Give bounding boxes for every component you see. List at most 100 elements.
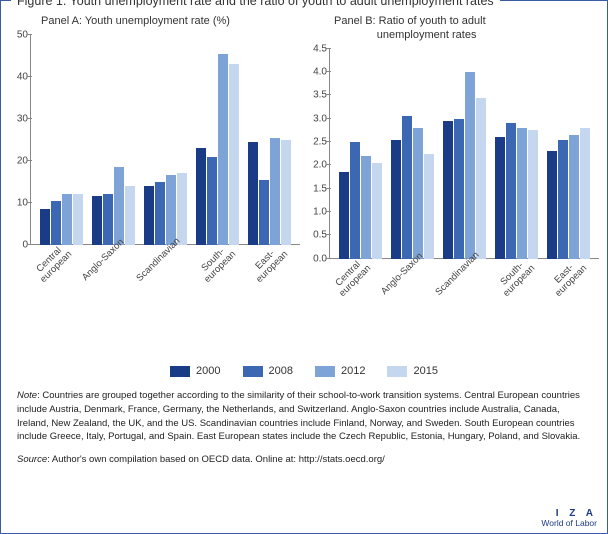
bar: [73, 194, 83, 244]
ytick-label: 0.0: [313, 253, 327, 264]
xtick-label: Anglo-Saxon: [379, 251, 432, 304]
bar: [528, 130, 538, 258]
bar: [229, 64, 239, 245]
bar: [443, 121, 453, 259]
bar: [558, 140, 568, 259]
bar: [465, 72, 475, 259]
source-text: : Author's own compilation based on OECD…: [47, 454, 385, 465]
bar: [506, 123, 516, 258]
ytick-label: 50: [17, 29, 28, 40]
xtick-label: East- european: [543, 252, 594, 303]
bar: [51, 201, 61, 245]
bar: [270, 138, 280, 245]
legend-item: 2000: [170, 365, 220, 377]
bar: [177, 173, 187, 244]
bar-group: [87, 167, 139, 245]
xtick-label: Central european: [326, 252, 377, 303]
ytick-label: 2.5: [313, 136, 327, 147]
bar: [92, 196, 102, 244]
xtick-label: Central european: [27, 238, 78, 289]
panel-b-plot: 0.00.51.01.52.02.53.03.54.04.5: [300, 49, 599, 259]
bar: [155, 182, 165, 245]
bar: [40, 209, 50, 245]
bar: [547, 151, 557, 258]
panel-a-xlabels: Central europeanAnglo-SaxonScandinavianS…: [1, 251, 300, 271]
bar: [350, 142, 360, 259]
panel-a-title: Panel A: Youth unemployment rate (%): [1, 15, 300, 29]
panels-row: Panel A: Youth unemployment rate (%) 0 10…: [1, 1, 607, 311]
source-label: Source: [17, 454, 47, 465]
bar: [495, 137, 505, 258]
legend-swatch: [243, 366, 263, 377]
bar-group: [438, 72, 490, 259]
xtick-label: Anglo-Saxon: [80, 237, 133, 290]
bar: [114, 167, 124, 245]
bar: [218, 54, 228, 245]
panel-b-xlabels: Central europeanAnglo-SaxonScandinavianS…: [300, 265, 599, 285]
bar-group: [491, 123, 543, 258]
legend-swatch: [315, 366, 335, 377]
xtick-label: East- european: [244, 238, 295, 289]
note-text: : Countries are grouped together accordi…: [17, 390, 580, 442]
ytick-label: 0: [22, 239, 28, 250]
legend-label: 2000: [196, 365, 220, 377]
bar: [248, 142, 258, 245]
panel-b-yaxis: 0.00.51.01.52.02.53.03.54.04.5: [300, 49, 330, 259]
bar: [259, 180, 269, 245]
legend-label: 2012: [341, 365, 365, 377]
ytick-label: 2.0: [313, 160, 327, 171]
ytick-label: 30: [17, 113, 28, 124]
ytick-label: 20: [17, 155, 28, 166]
ytick-label: 4.5: [313, 43, 327, 54]
figure-title: Figure 1. Youth unemployment rate and th…: [17, 0, 494, 8]
panel-a-bars: [31, 35, 300, 245]
panel-a: Panel A: Youth unemployment rate (%) 0 10…: [1, 15, 300, 311]
ytick-label: 3.5: [313, 90, 327, 101]
bar: [391, 140, 401, 259]
bar: [207, 157, 217, 245]
ytick-label: 40: [17, 71, 28, 82]
bar: [454, 119, 464, 259]
figure-frame: Figure 1. Youth unemployment rate and th…: [0, 0, 608, 534]
legend-item: 2012: [315, 365, 365, 377]
note-label: Note: [17, 390, 37, 401]
panel-a-yaxis: 01020304050: [1, 35, 31, 245]
bar: [196, 148, 206, 245]
bar-group: [35, 194, 87, 244]
ytick-label: 10: [17, 197, 28, 208]
panel-b-title: Panel B: Ratio of youth to adult unemplo…: [300, 15, 599, 43]
legend-item: 2015: [387, 365, 437, 377]
bar-group: [334, 142, 386, 259]
bar: [144, 186, 154, 245]
bar: [413, 128, 423, 259]
figure-title-wrap: Figure 1. Youth unemployment rate and th…: [11, 0, 500, 10]
bar: [125, 186, 135, 245]
bar-group: [244, 138, 296, 245]
bar: [339, 172, 349, 258]
bar: [361, 156, 371, 259]
iza-logo: I Z A World of Labor: [541, 509, 597, 528]
bar: [580, 128, 590, 259]
bar: [569, 135, 579, 259]
ytick-label: 0.5: [313, 230, 327, 241]
legend-swatch: [387, 366, 407, 377]
legend-label: 2015: [413, 365, 437, 377]
panel-a-plot: 01020304050: [1, 35, 300, 245]
ytick-label: 3.0: [313, 113, 327, 124]
iza-logo-top: I Z A: [541, 509, 597, 519]
bar: [103, 194, 113, 244]
bar: [517, 128, 527, 259]
ytick-label: 1.0: [313, 206, 327, 217]
bar: [476, 98, 486, 259]
bar: [424, 154, 434, 259]
source-block: Source: Author's own compilation based o…: [1, 444, 607, 465]
bar-group: [543, 128, 595, 259]
ytick-label: 4.0: [313, 66, 327, 77]
xtick-label: South- european: [191, 238, 242, 289]
bar-group: [386, 116, 438, 258]
bar: [402, 116, 412, 258]
legend-swatch: [170, 366, 190, 377]
iza-logo-bottom: World of Labor: [541, 519, 597, 528]
panel-b: Panel B: Ratio of youth to adult unemplo…: [300, 15, 599, 311]
bar: [62, 194, 72, 244]
